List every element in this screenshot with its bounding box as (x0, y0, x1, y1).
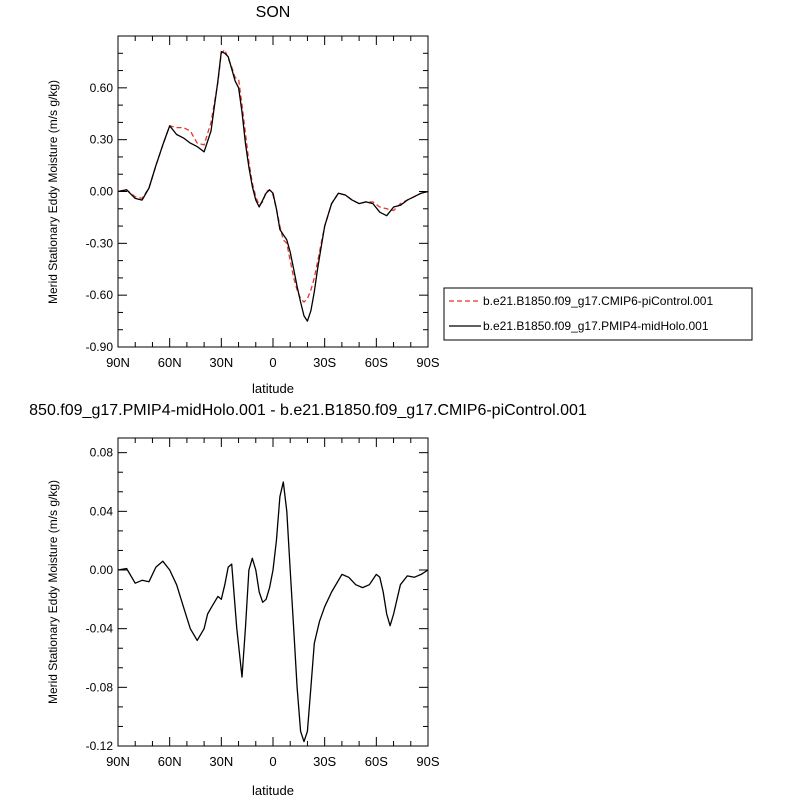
bottom-y-axis-label: Merid Stationary Eddy Moisture (m/s g/kg… (46, 480, 60, 704)
top-y-tick-label: 0.00 (90, 185, 114, 199)
legend: b.e21.B1850.f09_g17.CMIP6-piControl.001 … (443, 287, 753, 341)
bottom-y-tick-label: -0.04 (86, 622, 114, 636)
legend-label-midholo: b.e21.B1850.f09_g17.PMIP4-midHolo.001 (483, 319, 709, 333)
bottom-x-tick-label: 30S (313, 754, 336, 769)
bottom-x-tick-label: 30N (209, 754, 233, 769)
top-x-tick-label: 90S (416, 355, 439, 370)
bottom-y-tick-label: 0.08 (90, 446, 114, 460)
top-y-tick-label: -0.90 (86, 340, 114, 354)
top-x-tick-label: 30N (209, 355, 233, 370)
top-y-tick-label: -0.30 (86, 236, 114, 250)
bottom-panel: 850.f09_g17.PMIP4-midHolo.001 - b.e21.B1… (29, 402, 587, 798)
top-plot-area: 90N 60N 30N 0 30S 60S 90S -0.90 -0.60 -0.30 0.00 0.… (86, 35, 440, 370)
top-y-tick-label: 0.30 (90, 133, 114, 147)
legend-label-picontrol: b.e21.B1850.f09_g17.CMIP6-piControl.001 (483, 294, 713, 308)
bottom-y-tick-label: -0.08 (86, 680, 114, 694)
bottom-plot-area: 90N 60N 30N 0 30S 60S 90S -0.12 -0.08 -0.04 0.00 0.… (86, 437, 440, 769)
bottom-x-tick-label: 60S (365, 754, 388, 769)
bottom-y-tick-label: 0.04 (90, 504, 114, 518)
bottom-y-tick-label: -0.12 (86, 739, 114, 753)
bottom-plot-frame (117, 437, 429, 747)
top-x-tick-label: 0 (269, 355, 276, 370)
top-y-tick-label: -0.60 (86, 288, 114, 302)
top-x-tick-label: 90N (106, 355, 130, 370)
bottom-series-line-0 (117, 481, 429, 743)
bottom-panel-title: 850.f09_g17.PMIP4-midHolo.001 - b.e21.B1… (29, 402, 587, 419)
top-x-tick-label: 60N (158, 355, 182, 370)
top-x-tick-label: 30S (313, 355, 336, 370)
legend-box (443, 287, 753, 341)
bottom-x-axis-label: latitude (252, 783, 294, 798)
top-panel: SON 90N 60N 30N 0 30S 60S 90S -0.90 -0.60 -0.30 0.… (46, 4, 753, 396)
top-series-line-0 (117, 49, 429, 303)
top-y-axis-label: Merid Stationary Eddy Moisture (m/s g/kg… (46, 80, 60, 304)
bottom-x-tick-label: 90N (106, 754, 130, 769)
top-plot-frame (117, 35, 429, 348)
top-x-axis-label: latitude (252, 381, 294, 396)
bottom-x-tick-label: 60N (158, 754, 182, 769)
bottom-y-tick-label: 0.00 (90, 563, 114, 577)
bottom-x-tick-label: 0 (269, 754, 276, 769)
top-panel-title: SON (256, 4, 291, 21)
bottom-x-tick-label: 90S (416, 754, 439, 769)
top-x-tick-label: 60S (365, 355, 388, 370)
top-y-tick-label: 0.60 (90, 81, 114, 95)
top-series-line-1 (117, 50, 429, 322)
